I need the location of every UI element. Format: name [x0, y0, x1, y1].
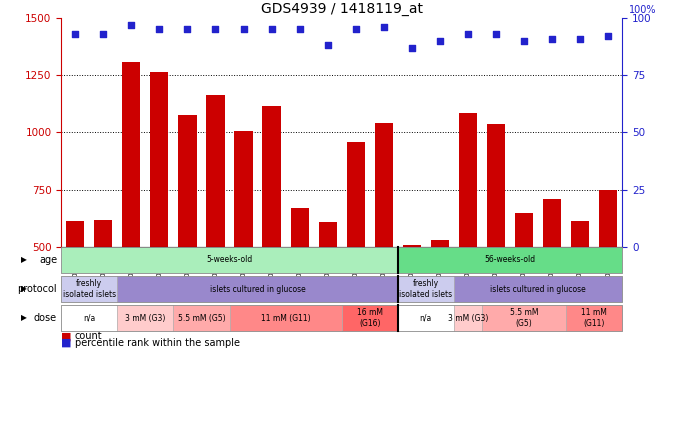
Bar	[430, 240, 449, 362]
Point	[519, 38, 530, 44]
Point	[462, 30, 473, 37]
Point	[126, 22, 137, 28]
Bar	[375, 124, 393, 362]
Text: ▶: ▶	[21, 313, 27, 322]
Bar	[318, 222, 337, 362]
Bar	[235, 132, 253, 362]
Bar	[515, 213, 533, 362]
Text: islets cultured in glucose: islets cultured in glucose	[490, 285, 586, 294]
Bar	[487, 124, 505, 362]
Point	[490, 30, 501, 37]
Text: islets cultured in glucose: islets cultured in glucose	[209, 285, 305, 294]
Bar	[262, 106, 281, 362]
Text: 100%: 100%	[629, 5, 657, 15]
Point	[350, 26, 361, 33]
Text: ■: ■	[61, 338, 71, 348]
Bar	[178, 115, 197, 362]
Text: age: age	[39, 255, 57, 265]
Text: 11 mM
(G11): 11 mM (G11)	[581, 308, 607, 328]
Point	[70, 30, 81, 37]
Bar	[459, 113, 477, 362]
Bar	[571, 221, 590, 362]
Text: dose: dose	[34, 313, 57, 323]
Text: ▶: ▶	[21, 285, 27, 294]
Bar	[403, 245, 421, 362]
Point	[98, 30, 109, 37]
Text: freshly
isolated islets: freshly isolated islets	[63, 279, 116, 299]
Text: 5-weeks-old: 5-weeks-old	[206, 255, 253, 264]
Bar	[347, 142, 365, 362]
Point	[266, 26, 277, 33]
Point	[378, 24, 389, 30]
Text: percentile rank within the sample: percentile rank within the sample	[75, 338, 240, 348]
Text: protocol: protocol	[18, 284, 57, 294]
Point	[182, 26, 193, 33]
Text: 11 mM (G11): 11 mM (G11)	[261, 313, 310, 322]
Bar	[206, 95, 224, 362]
Text: 16 mM
(G16): 16 mM (G16)	[357, 308, 383, 328]
Text: 3 mM (G3): 3 mM (G3)	[447, 313, 488, 322]
Bar	[290, 208, 309, 362]
Point	[210, 26, 221, 33]
Text: ▶: ▶	[21, 255, 27, 264]
Text: 56-weeks-old: 56-weeks-old	[484, 255, 536, 264]
Bar	[599, 190, 617, 362]
Bar	[150, 72, 169, 362]
Bar	[543, 199, 561, 362]
Text: n/a: n/a	[83, 313, 95, 322]
Point	[407, 44, 418, 51]
Text: ■: ■	[61, 332, 71, 341]
Point	[435, 38, 445, 44]
Text: 3 mM (G3): 3 mM (G3)	[125, 313, 165, 322]
Text: n/a: n/a	[420, 313, 432, 322]
Bar	[122, 61, 141, 362]
Point	[294, 26, 305, 33]
Bar	[66, 221, 84, 362]
Point	[322, 42, 333, 49]
Text: 5.5 mM (G5): 5.5 mM (G5)	[177, 313, 225, 322]
Point	[238, 26, 249, 33]
Point	[602, 33, 613, 40]
Point	[547, 35, 558, 42]
Point	[154, 26, 165, 33]
Title: GDS4939 / 1418119_at: GDS4939 / 1418119_at	[260, 2, 423, 16]
Text: freshly
isolated islets: freshly isolated islets	[399, 279, 452, 299]
Text: count: count	[75, 332, 103, 341]
Point	[575, 35, 585, 42]
Text: 5.5 mM
(G5): 5.5 mM (G5)	[510, 308, 539, 328]
Bar	[94, 220, 112, 362]
